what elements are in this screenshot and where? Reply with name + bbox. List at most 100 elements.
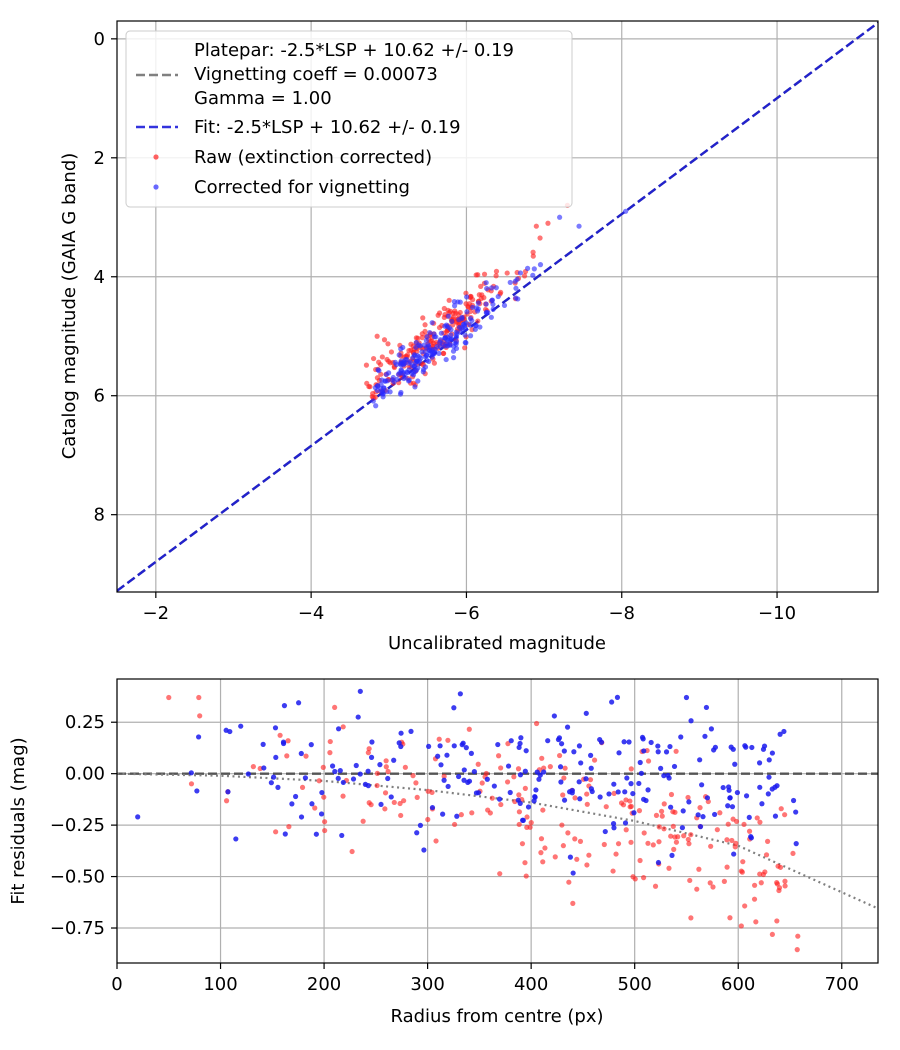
corrected-residual-point <box>533 787 539 793</box>
raw-residual-point <box>524 814 530 820</box>
corrected-residual-point <box>667 743 673 750</box>
corrected-point <box>438 330 444 336</box>
corrected-residual-point <box>273 754 279 761</box>
raw-point <box>493 273 499 279</box>
y-tick-label: −0.75 <box>50 918 105 939</box>
corrected-point <box>415 378 421 384</box>
raw-residual-point <box>721 878 727 884</box>
corrected-residual-point <box>702 733 708 739</box>
corrected-residual-point <box>766 774 772 780</box>
corrected-residual-point <box>532 793 538 800</box>
raw-residual-point <box>584 791 590 797</box>
corrected-residual-point <box>621 739 627 745</box>
raw-residual-point <box>668 791 675 798</box>
y-tick-label: −0.25 <box>50 815 105 836</box>
corrected-residual-point <box>611 825 617 831</box>
corrected-point <box>422 349 428 355</box>
corrected-residual-point <box>225 789 231 795</box>
legend-corrected-marker <box>153 184 159 190</box>
raw-residual-point <box>366 746 372 752</box>
residuals-model-lines <box>117 772 878 910</box>
corrected-residual-point <box>671 763 678 770</box>
raw-residual-point <box>741 821 747 828</box>
corrected-point <box>457 329 463 335</box>
raw-point <box>447 308 454 314</box>
raw-residual-point <box>637 857 643 864</box>
corrected-residual-point <box>757 784 763 790</box>
raw-residual-point <box>561 775 567 781</box>
corrected-point <box>395 371 402 377</box>
corrected-residual-point <box>426 743 432 750</box>
corrected-residual-point <box>683 694 690 701</box>
corrected-residual-point <box>630 790 636 797</box>
corrected-point <box>446 336 453 342</box>
raw-residual-point <box>794 947 800 953</box>
raw-residual-point <box>740 859 746 865</box>
raw-residual-point <box>591 757 598 763</box>
raw-point <box>385 341 391 347</box>
corrected-point <box>474 308 481 314</box>
raw-residual-point <box>273 829 279 835</box>
corrected-residual-point <box>703 704 710 711</box>
corrected-residual-point <box>583 776 589 782</box>
corrected-point <box>398 346 404 352</box>
raw-residual-point <box>628 803 634 809</box>
corrected-residual-point <box>557 764 564 770</box>
corrected-residual-point <box>335 726 342 732</box>
corrected-residual-point <box>777 731 783 737</box>
raw-residual-point <box>485 807 491 813</box>
corrected-point <box>488 314 494 320</box>
raw-residual-point <box>327 738 333 745</box>
raw-residual-point <box>320 764 326 770</box>
raw-residual-point <box>782 812 788 818</box>
corrected-point <box>383 371 389 378</box>
corrected-point <box>446 325 452 331</box>
raw-residual-point <box>610 868 616 874</box>
raw-point <box>453 310 459 316</box>
raw-residual-point <box>511 774 517 780</box>
x-tick-label: 200 <box>307 974 341 995</box>
corrected-residual-point <box>588 752 594 758</box>
corrected-residual-point <box>437 743 443 749</box>
corrected-point <box>390 374 396 381</box>
corrected-point <box>512 278 518 284</box>
corrected-point <box>537 262 544 268</box>
raw-residual-point <box>611 790 617 797</box>
corrected-residual-point <box>441 777 447 783</box>
corrected-residual-point <box>704 795 711 801</box>
corrected-point <box>429 320 435 326</box>
raw-residual-point <box>733 840 739 846</box>
corrected-point <box>462 332 468 338</box>
corrected-point <box>623 208 629 214</box>
corrected-residual-point <box>766 757 772 763</box>
line-fit <box>117 21 878 592</box>
corrected-point <box>461 323 468 329</box>
legend-gamma-label: Gamma = 1.00 <box>194 88 332 109</box>
raw-residual-point <box>250 764 256 770</box>
corrected-residual-point <box>520 817 526 823</box>
corrected-point <box>406 378 412 384</box>
raw-residual-point <box>653 812 660 818</box>
corrected-residual-point <box>466 778 473 784</box>
raw-residual-point <box>661 826 667 832</box>
corrected-residual-point <box>578 760 584 766</box>
corrected-residual-point <box>505 763 512 769</box>
x-tick-label: 400 <box>514 974 548 995</box>
corrected-residual-point <box>522 768 528 774</box>
corrected-residual-point <box>194 788 200 794</box>
corrected-point <box>397 361 403 367</box>
corrected-residual-point <box>541 769 547 775</box>
calibration-scatter-points <box>363 202 629 409</box>
corrected-residual-point <box>296 700 302 706</box>
raw-point <box>379 354 385 360</box>
raw-residual-point <box>670 809 676 815</box>
raw-residual-point <box>763 852 770 858</box>
corrected-residual-point <box>545 738 551 744</box>
corrected-point <box>394 376 400 383</box>
raw-residual-point <box>603 804 609 810</box>
raw-residual-point <box>753 919 759 925</box>
raw-residual-point <box>774 918 780 924</box>
corrected-point <box>431 331 437 337</box>
raw-point <box>475 318 481 324</box>
